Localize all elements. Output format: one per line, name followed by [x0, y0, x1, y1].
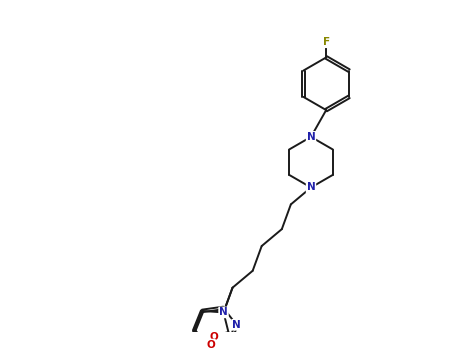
Text: O: O	[210, 332, 218, 342]
Text: N: N	[219, 307, 228, 317]
Text: O: O	[206, 340, 215, 350]
Text: N: N	[232, 320, 241, 330]
Text: N: N	[307, 132, 315, 142]
Text: F: F	[323, 37, 330, 47]
Text: N: N	[307, 182, 315, 192]
